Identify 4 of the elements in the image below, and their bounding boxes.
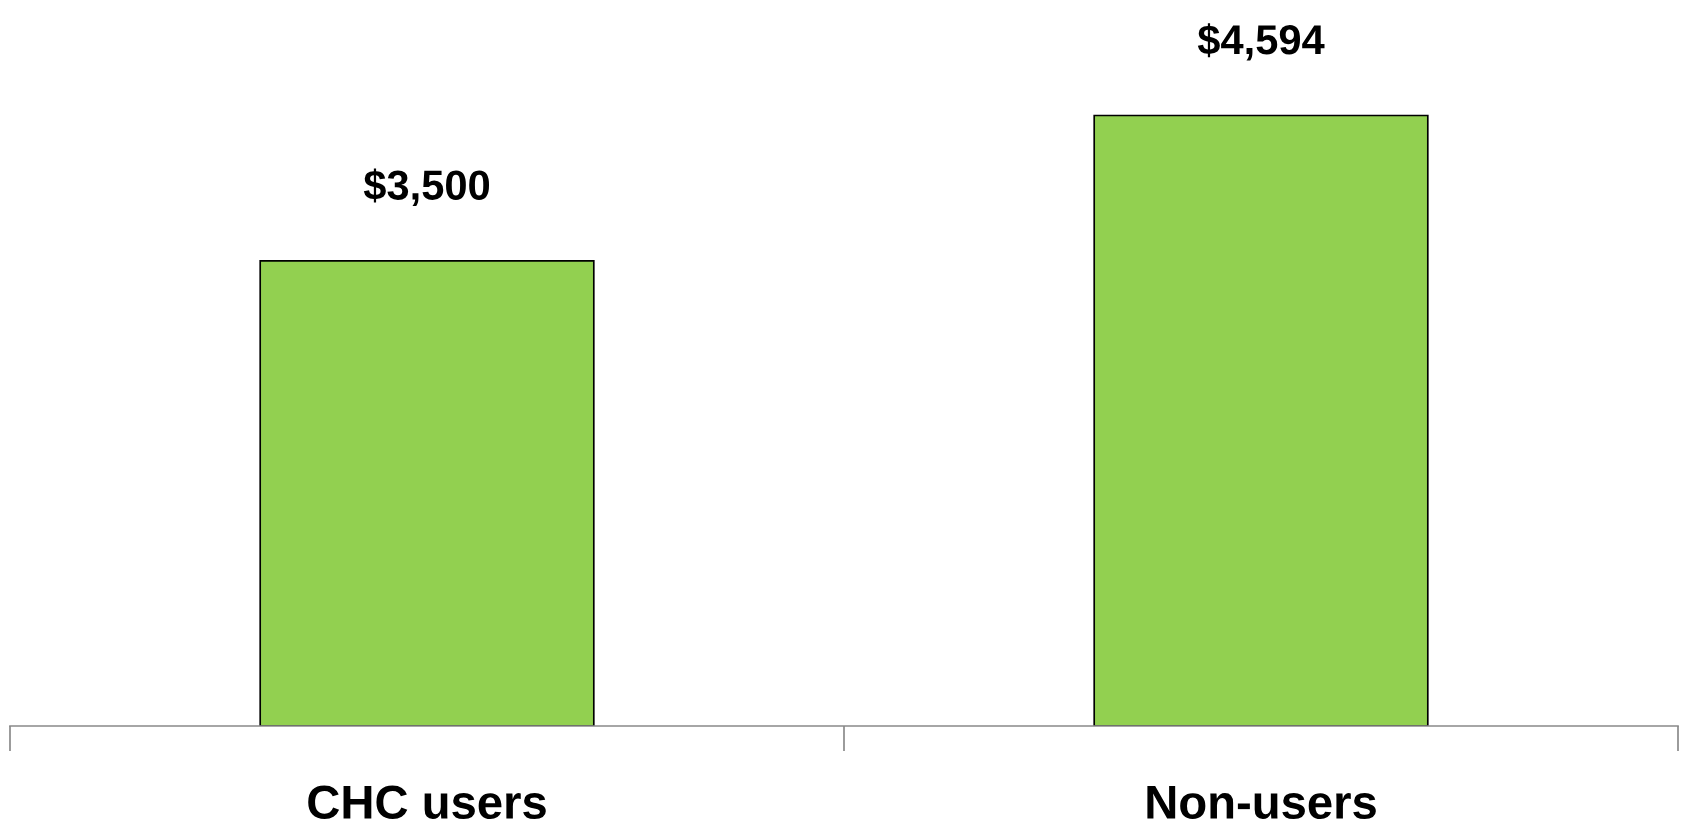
- x-tick-label: CHC users: [308, 785, 546, 820]
- data-label: $4,594: [1197, 23, 1325, 61]
- x-tick-label: Non-users: [1147, 786, 1376, 820]
- data-label: $3,500: [363, 168, 490, 206]
